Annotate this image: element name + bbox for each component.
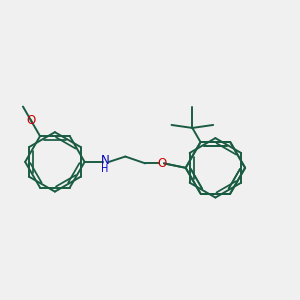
- Text: O: O: [157, 157, 166, 170]
- Text: H: H: [101, 164, 108, 174]
- Text: N: N: [101, 154, 110, 166]
- Text: O: O: [26, 114, 36, 127]
